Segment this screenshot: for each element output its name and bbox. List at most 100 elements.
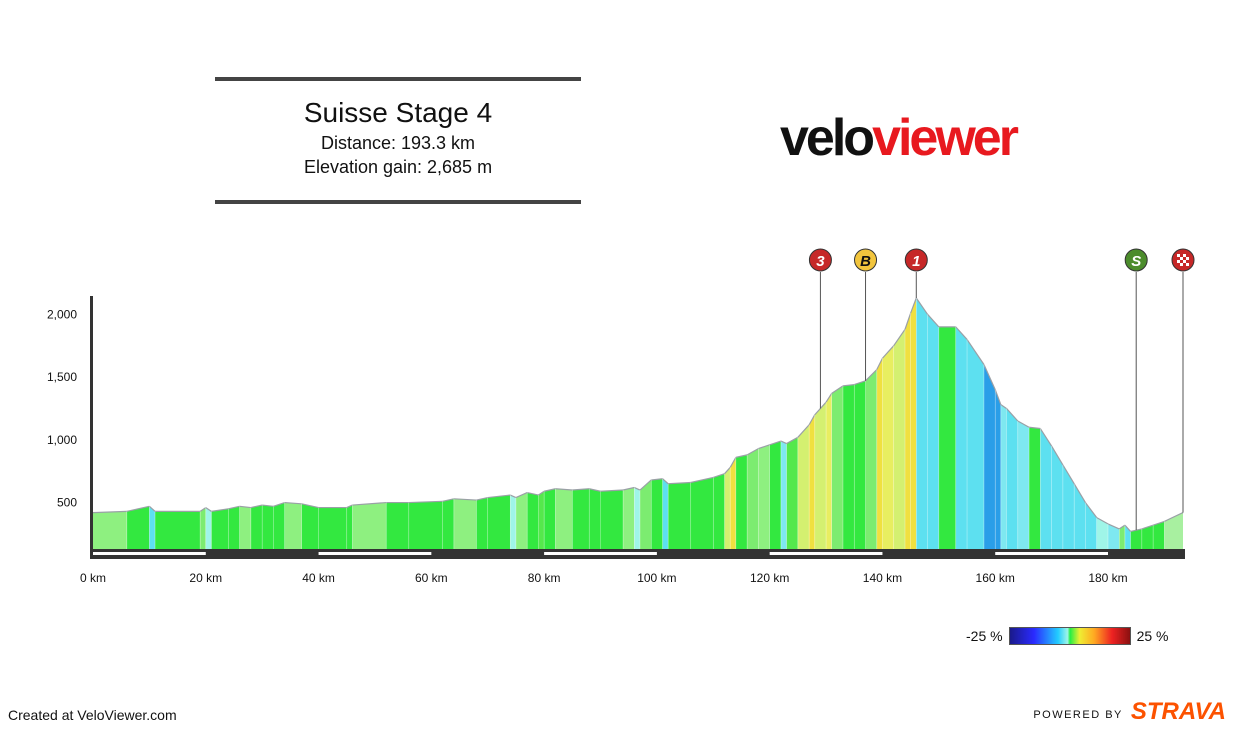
- profile-outline: [527, 491, 539, 496]
- profile-outline: [876, 357, 883, 370]
- profile-segment: [724, 467, 731, 549]
- profile-segment: [769, 441, 781, 549]
- profile-segment: [651, 478, 663, 549]
- profile-segment: [476, 497, 488, 549]
- profile-outline: [713, 473, 725, 479]
- profile-segment: [515, 492, 528, 549]
- profile-outline: [211, 508, 229, 512]
- profile-outline: [487, 494, 511, 499]
- veloviewer-logo: veloviewer: [780, 108, 1019, 168]
- profile-outline: [690, 476, 714, 484]
- profile-segment: [831, 385, 843, 549]
- finish-flag-cell: [1177, 254, 1180, 257]
- profile-outline: [1062, 464, 1075, 485]
- gradient-color-bar: [1008, 627, 1131, 645]
- profile-segment: [814, 402, 827, 549]
- profile-outline: [589, 488, 601, 492]
- profile-segment: [527, 492, 539, 549]
- profile-segment: [1074, 483, 1086, 549]
- marker-circle: [904, 248, 928, 272]
- created-at-text: Created at VeloViewer.com: [8, 707, 177, 723]
- profile-outline: [301, 503, 319, 509]
- profile-outline: [1118, 524, 1126, 530]
- profile-segment: [967, 339, 984, 549]
- profile-outline: [910, 297, 917, 314]
- profile-segment: [1006, 408, 1018, 549]
- profile-segment: [262, 505, 274, 549]
- profile-segment: [273, 502, 285, 549]
- profile-outline: [668, 481, 691, 485]
- profile-segment: [1040, 428, 1052, 549]
- legend-min-label: -25 %: [966, 628, 1003, 644]
- profile-segment: [690, 477, 714, 549]
- profile-segment: [155, 511, 201, 549]
- profile-outline: [634, 486, 641, 491]
- profile-segment: [1000, 404, 1007, 549]
- profile-segment: [876, 358, 883, 549]
- profile-outline: [1084, 502, 1098, 518]
- profile-segment: [809, 414, 815, 549]
- profile-segment: [1141, 525, 1154, 549]
- logo-velo: velo: [780, 109, 875, 167]
- profile-outline: [808, 414, 816, 426]
- profile-segment: [200, 507, 206, 549]
- profile-outline: [893, 329, 906, 347]
- profile-segment: [228, 506, 240, 549]
- profile-segment: [826, 393, 832, 549]
- profile-segment: [758, 444, 770, 549]
- profile-outline: [797, 424, 810, 438]
- profile-outline: [865, 369, 878, 382]
- profile-segment: [408, 501, 443, 549]
- strava-logo: STRAVA: [1130, 698, 1226, 725]
- profile-outline: [769, 440, 782, 446]
- profile-outline: [273, 501, 285, 507]
- profile-outline: [729, 457, 737, 468]
- profile-outline: [955, 326, 968, 340]
- profile-outline: [966, 339, 985, 365]
- gradient-legend: -25 % 25 %: [966, 627, 1169, 645]
- profile-segment: [386, 502, 409, 549]
- profile-outline: [1028, 426, 1041, 430]
- profile-outline: [1107, 523, 1120, 530]
- profile-segment: [318, 507, 347, 549]
- profile-outline: [1006, 408, 1019, 422]
- x-tick-label: 40 km: [302, 571, 335, 585]
- profile-segment: [713, 473, 725, 549]
- x-tick-label: 120 km: [750, 571, 789, 585]
- stage-elevation-gain: Elevation gain: 2,685 m: [303, 157, 493, 177]
- x-tick-label: 20 km: [189, 571, 222, 585]
- stage-info-box: Suisse Stage 4 Distance: 193.3 km Elevat…: [215, 77, 581, 204]
- profile-outline: [239, 505, 251, 509]
- profile-segment: [239, 506, 251, 549]
- stage-title: Suisse Stage 4: [303, 97, 493, 128]
- profile-segment: [572, 488, 590, 549]
- y-tick-label: 2,000: [47, 307, 77, 321]
- marker-label: 3: [816, 253, 825, 270]
- profile-segment: [735, 454, 748, 549]
- powered-by-label: POWERED BY: [1033, 709, 1123, 721]
- profile-outline: [1051, 445, 1064, 466]
- profile-outline: [199, 507, 207, 512]
- profile-outline: [92, 510, 127, 514]
- profile-outline: [1152, 520, 1165, 526]
- profile-segment: [1108, 523, 1120, 549]
- profile-outline: [724, 467, 731, 475]
- profile-segment: [634, 487, 640, 549]
- profile-segment: [730, 457, 736, 549]
- profile-segment: [211, 508, 229, 549]
- y-tick-label: 1,000: [47, 433, 77, 447]
- profile-segment: [149, 506, 156, 549]
- profile-segment: [346, 505, 353, 549]
- profile-outline: [927, 313, 940, 328]
- profile-outline: [510, 494, 517, 499]
- finish-flag-cell: [1186, 263, 1189, 266]
- profile-outline: [1164, 512, 1184, 522]
- y-tick-label: 1,500: [47, 370, 77, 384]
- x-tick-label: 140 km: [863, 571, 902, 585]
- profile-segment: [995, 389, 1001, 549]
- finish-flag-cell: [1180, 257, 1183, 260]
- profile-outline: [555, 488, 573, 491]
- profile-outline: [126, 505, 150, 512]
- marker-label: B: [860, 253, 871, 270]
- profile-outline: [543, 488, 556, 492]
